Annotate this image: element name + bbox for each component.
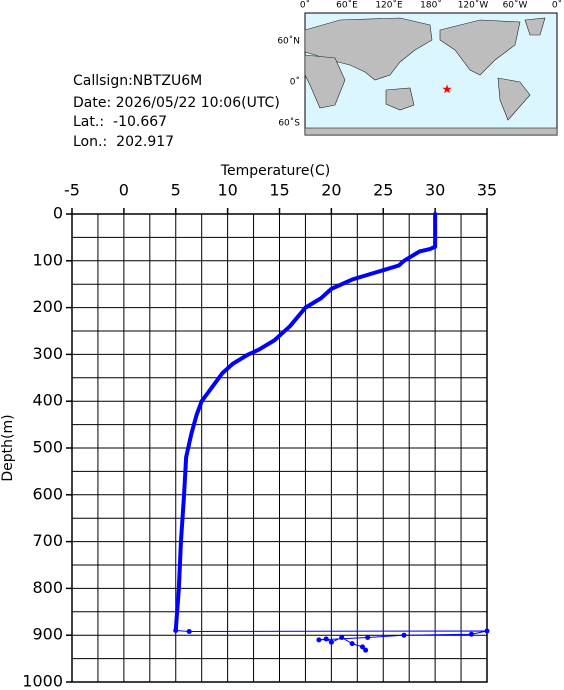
map-lat-label: 0˚ <box>290 77 300 88</box>
point <box>186 628 192 634</box>
y-tick-label: 300 <box>32 344 63 363</box>
y-tick-label: 200 <box>32 297 63 316</box>
point <box>323 636 329 642</box>
y-tick-label: 1000 <box>22 672 63 690</box>
point <box>173 628 179 634</box>
x-tick-label: 20 <box>321 181 341 200</box>
north-america <box>439 19 521 76</box>
point <box>468 631 474 637</box>
point <box>316 637 322 643</box>
south-america <box>497 77 531 121</box>
y-tick-label: 900 <box>32 625 63 644</box>
greenland <box>524 17 546 36</box>
x-tick-label: 10 <box>217 181 237 200</box>
x-axis-title: Temperature(C) <box>220 163 330 179</box>
point <box>363 647 369 653</box>
station-marker <box>442 84 452 94</box>
map-lon-label: 0˚ <box>552 0 562 11</box>
map-lon-label: 60˚E <box>336 0 358 11</box>
y-tick-label: 400 <box>32 391 63 410</box>
profile-line <box>173 212 438 633</box>
y-tick-label: 700 <box>32 531 63 550</box>
date: Date: 2026/05/22 10:06(UTC) <box>73 95 280 111</box>
x-tick-label: 30 <box>425 181 445 200</box>
x-tick-label: -5 <box>64 181 80 200</box>
australia <box>385 87 415 111</box>
map <box>304 12 558 136</box>
map-lon-label: 180˚ <box>420 0 442 11</box>
point <box>360 644 365 650</box>
point <box>349 641 355 647</box>
x-tick-label: 25 <box>373 181 393 200</box>
y-tick-label: 500 <box>32 438 63 457</box>
y-tick-label: 800 <box>32 578 63 597</box>
point <box>339 635 345 641</box>
point <box>401 632 407 638</box>
y-tick-label: 600 <box>32 484 63 503</box>
map-lon-label: 120˚E <box>375 0 403 11</box>
latitude: Lat.: -10.667 <box>73 114 167 130</box>
longitude: Lon.: 202.917 <box>73 134 174 150</box>
x-tick-label: 15 <box>269 181 289 200</box>
point <box>328 639 334 645</box>
map-lon-label: 0˚ <box>300 0 310 11</box>
point <box>365 635 371 641</box>
x-tick-label: 5 <box>171 181 181 200</box>
x-tick-label: 35 <box>477 181 497 200</box>
map-lat-label: 60˚N <box>277 36 300 47</box>
antarctica <box>304 127 558 136</box>
map-lon-label: 60˚W <box>503 0 528 11</box>
x-tick-label: 0 <box>119 181 129 200</box>
africa <box>304 54 346 109</box>
callsign: Callsign:NBTZU6M <box>73 73 202 89</box>
y-tick-label: 0 <box>53 204 63 223</box>
y-axis-title: Depth(m) <box>0 414 16 481</box>
map-lat-label: 60˚S <box>278 118 300 129</box>
point <box>484 628 490 634</box>
map-lon-label: 120˚W <box>458 0 489 11</box>
y-tick-label: 100 <box>32 250 63 269</box>
